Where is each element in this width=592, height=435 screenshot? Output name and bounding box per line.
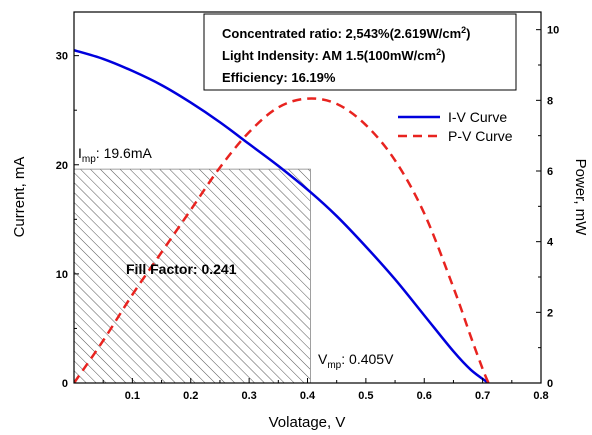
info-line-efficiency: Efficiency: 16.19% <box>222 70 336 85</box>
legend: I-V Curve P-V Curve <box>398 109 513 144</box>
y-right-tick-label: 8 <box>547 95 553 107</box>
y-right-tick-label: 10 <box>547 25 559 37</box>
y-right-axis-title: Power, mW <box>572 159 589 237</box>
x-tick-label: 0.7 <box>475 390 490 402</box>
y-left-tick-label: 20 <box>56 160 68 172</box>
info-line2-text: Light Indensity: AM 1.5(100mW/cm <box>222 48 436 63</box>
info-line-concentrated-ratio: Concentrated ratio: 2,543%(2.619W/cm2) <box>222 25 471 41</box>
x-tick-label: 0.3 <box>241 390 256 402</box>
imp-annotation: Imp: 19.6mA <box>78 145 152 165</box>
x-tick-label: 0.1 <box>125 390 140 402</box>
vmp-annotation-value: : 0.405V <box>341 351 394 367</box>
x-tick-label: 0.8 <box>533 390 548 402</box>
y-left-tick-label: 30 <box>56 51 68 63</box>
x-axis-ticks: 0.1 0.2 0.3 0.4 0.5 0.6 0.7 0.8 <box>102 378 549 402</box>
info-line2-sup: 2 <box>436 47 441 57</box>
info-line-light-intensity: Light Indensity: AM 1.5(100mW/cm2) <box>222 47 445 63</box>
y-right-axis-ticks: 0 2 4 6 8 10 <box>536 25 559 390</box>
vmp-annotation: Vmp: 0.405V <box>318 351 394 371</box>
x-tick-label: 0.5 <box>358 390 373 402</box>
fill-factor-label: Fill Factor: 0.241 <box>126 261 237 277</box>
imp-annotation-value: : 19.6mA <box>96 145 153 161</box>
info-line1-sup: 2 <box>461 25 466 35</box>
x-tick-label: 0.6 <box>417 390 432 402</box>
info-line1-end: ) <box>466 26 470 41</box>
x-tick-label: 0.2 <box>183 390 198 402</box>
x-tick-label: 0.4 <box>300 390 316 402</box>
info-box <box>203 13 517 91</box>
legend-pv-label: P-V Curve <box>448 128 513 144</box>
y-right-tick-label: 6 <box>547 166 553 178</box>
y-left-tick-label: 10 <box>56 269 68 281</box>
vmp-annotation-main: V <box>318 351 328 367</box>
info-line2-end: ) <box>441 48 445 63</box>
iv-curve-line <box>74 48 490 383</box>
y-left-axis-ticks: 0 10 20 30 <box>56 51 79 390</box>
y-right-tick-label: 0 <box>547 378 553 390</box>
imp-annotation-main: I <box>78 145 82 161</box>
legend-iv-label: I-V Curve <box>448 109 507 125</box>
imp-annotation-sub: mp <box>82 154 96 165</box>
y-right-tick-label: 2 <box>547 307 553 319</box>
pv-curve-line <box>74 97 490 383</box>
vmp-annotation-sub: mp <box>327 360 341 371</box>
info-line1-text: Concentrated ratio: 2,543%(2.619W/cm <box>222 26 461 41</box>
y-left-axis-title: Current, mA <box>11 157 28 238</box>
x-axis-title: Volatage, V <box>269 414 346 431</box>
y-left-tick-label: 0 <box>62 378 68 390</box>
fill-factor-region <box>73 168 311 384</box>
y-right-tick-label: 4 <box>547 237 554 249</box>
